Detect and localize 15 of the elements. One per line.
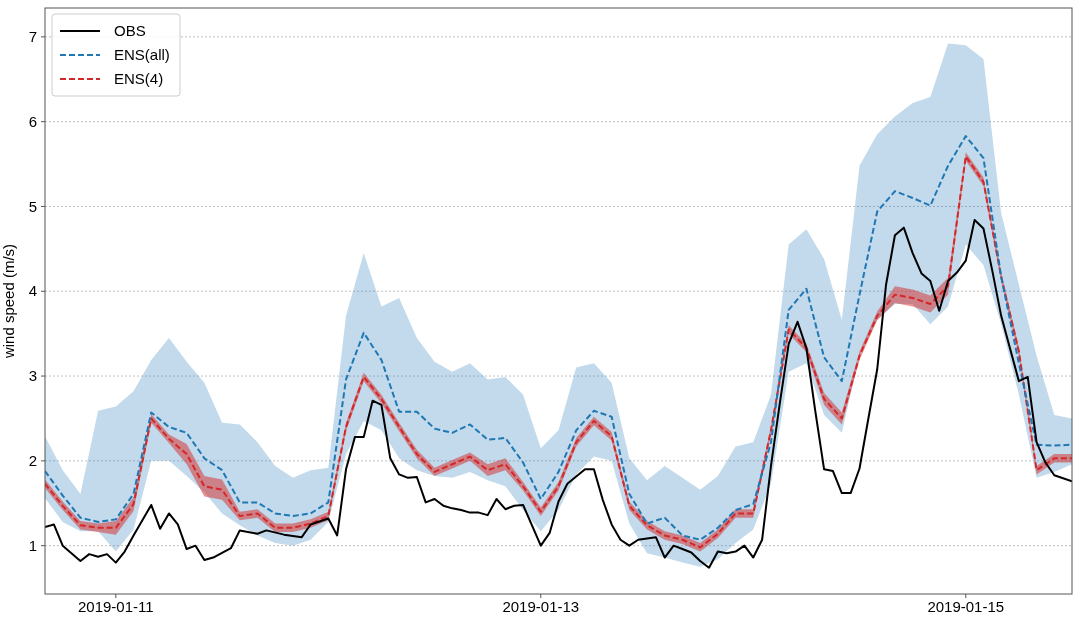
y-tick-label: 7 [28, 28, 37, 46]
legend-label: ENS(all) [114, 46, 170, 64]
x-tick-label: 2019-01-13 [502, 598, 580, 615]
legend-label: ENS(4) [114, 70, 164, 88]
y-tick-label: 3 [28, 367, 37, 385]
y-tick-label: 1 [28, 536, 37, 554]
legend-label: OBS [114, 22, 146, 40]
y-axis-title: wind speed (m/s) [0, 243, 17, 360]
y-tick-label: 5 [28, 197, 37, 215]
x-tick-label: 2019-01-11 [78, 598, 154, 615]
line-series [45, 219, 1072, 569]
x-tick-label: 2019-01-15 [927, 598, 1005, 615]
y-tick-label: 2 [28, 452, 37, 470]
y-tick-label: 4 [28, 282, 37, 300]
y-tick-label: 6 [28, 112, 37, 130]
